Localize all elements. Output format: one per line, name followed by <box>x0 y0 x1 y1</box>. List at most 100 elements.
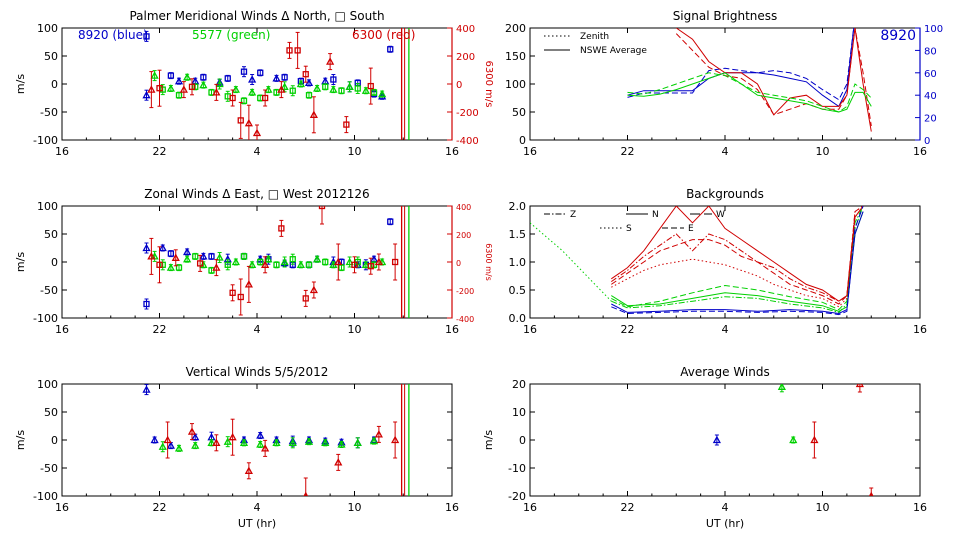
data-point-square <box>196 260 204 267</box>
y2-tick-label: 40 <box>924 91 937 102</box>
chart-title: Palmer Meridional Winds Δ North, □ South <box>129 9 384 23</box>
data-point-square <box>305 261 313 268</box>
data-point-square <box>257 258 264 266</box>
data-point-square <box>305 92 313 99</box>
data-point-triangle <box>199 80 208 89</box>
data-point-triangle <box>868 491 874 496</box>
data-point-square <box>281 74 288 81</box>
data-point-square <box>354 85 361 92</box>
series-line <box>611 206 864 302</box>
plot-area <box>530 206 864 316</box>
data-point-triangle <box>187 427 197 435</box>
data-point-triangle <box>361 260 370 268</box>
data-point-triangle <box>147 252 156 260</box>
x-tick-label: 10 <box>348 145 362 158</box>
x-tick-label: 16 <box>55 145 69 158</box>
y-tick-label: 50 <box>44 406 58 419</box>
y2-tick-label: 20 <box>924 114 937 125</box>
data-point-triangle <box>326 57 335 65</box>
series-line <box>611 206 864 316</box>
legend-label: Zenith <box>580 32 609 42</box>
data-point-triangle <box>369 436 379 445</box>
data-point-square <box>302 71 309 78</box>
data-point-triangle <box>309 110 318 118</box>
data-point-triangle <box>215 253 224 261</box>
data-point-triangle <box>272 438 281 446</box>
y-axis-label: m/s <box>14 252 27 272</box>
data-point-triangle <box>183 247 192 256</box>
data-point-triangle <box>207 438 216 446</box>
data-point-triangle <box>231 257 240 266</box>
data-point-triangle <box>304 437 314 445</box>
legend-green: 5577 (green) <box>192 28 270 42</box>
y-tick-label: -50 <box>40 284 58 297</box>
y-tick-label: 20 <box>512 378 526 391</box>
y-tick-label: 100 <box>505 78 526 91</box>
data-point-triangle <box>191 441 200 449</box>
data-point-triangle <box>810 435 819 444</box>
data-point-square <box>175 92 183 99</box>
chart-title-part: □ <box>268 187 279 201</box>
x-tick-label: 16 <box>55 501 69 514</box>
y-tick-label: 2.0 <box>509 200 527 213</box>
data-point-triangle <box>345 257 354 266</box>
chart-title-part: Δ <box>281 9 290 23</box>
x-tick-label: 16 <box>913 501 927 514</box>
x-tick-label: 16 <box>913 323 927 336</box>
data-point-square <box>240 97 248 104</box>
data-point-triangle <box>171 253 180 261</box>
y2-tick-label: -200 <box>456 108 479 119</box>
y-tick-label: -50 <box>40 106 58 119</box>
data-point-triangle <box>199 260 208 268</box>
y2-tick-label: 80 <box>924 46 937 57</box>
series-line <box>675 28 872 127</box>
x-tick-label: 16 <box>523 323 537 336</box>
x-tick-label: 22 <box>621 145 635 158</box>
data-point-triangle <box>142 385 151 393</box>
y2-tick-label: -400 <box>456 315 474 324</box>
data-point-square <box>278 225 285 232</box>
data-point-triangle <box>303 491 309 496</box>
data-point-triangle <box>179 85 188 93</box>
x-tick-label: 4 <box>254 145 261 158</box>
data-point-square <box>257 69 264 76</box>
data-point-square <box>240 253 248 260</box>
chart-title-part: North, <box>290 9 335 23</box>
y-tick-label: 100 <box>37 22 58 35</box>
y-tick-label: 100 <box>37 378 58 391</box>
data-point-triangle <box>256 440 265 448</box>
legend-label: NSWE Average <box>580 46 647 56</box>
data-point-square <box>224 75 231 82</box>
data-point-triangle <box>183 72 192 81</box>
series-line <box>611 206 864 313</box>
data-point-triangle <box>231 85 240 93</box>
x-tick-label: 16 <box>523 501 537 514</box>
data-point-triangle <box>174 76 184 85</box>
data-point-triangle <box>252 128 262 137</box>
data-point-square <box>237 117 244 124</box>
legend-label: E <box>688 224 694 234</box>
series-line <box>676 28 872 132</box>
data-point-square <box>240 68 248 75</box>
data-point-triangle <box>163 435 172 444</box>
data-point-square <box>224 261 231 268</box>
series-line <box>627 72 872 113</box>
x-tick-label: 10 <box>348 323 362 336</box>
panel-zonal: Zonal Winds Δ East, □ West 2012126 16 22 4 1… <box>14 187 493 336</box>
y-tick-label: -100 <box>33 490 58 503</box>
data-point-triangle <box>158 243 167 252</box>
y-tick-label: 50 <box>512 106 526 119</box>
data-point-triangle <box>166 84 175 92</box>
plot-area <box>627 28 872 132</box>
data-point-triangle <box>256 431 265 439</box>
y2-tick-label: 200 <box>456 231 471 240</box>
x-tick-label: 4 <box>722 145 729 158</box>
data-point-triangle <box>712 435 721 444</box>
data-point-triangle <box>334 257 343 266</box>
data-point-triangle <box>277 85 286 93</box>
data-point-square <box>286 47 293 54</box>
data-point-triangle <box>264 254 273 263</box>
x-tick-label: 16 <box>55 323 69 336</box>
chart-title-part: Δ <box>222 187 231 201</box>
data-point-triangle <box>374 430 383 438</box>
